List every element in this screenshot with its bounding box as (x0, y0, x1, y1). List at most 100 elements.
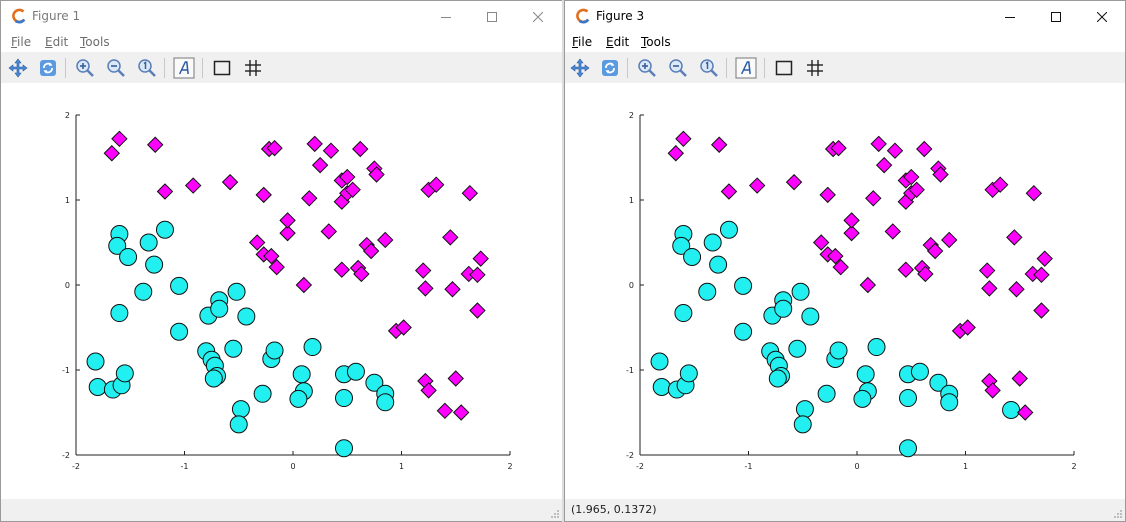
menu-tools[interactable]: Tools (641, 35, 671, 49)
zoom-out-icon (669, 59, 687, 77)
scatter-point-diamond (295, 276, 313, 294)
plot-area[interactable]: -2 -1 0 1 2 -2 -1 0 1 2 (565, 83, 1125, 499)
scatter-point-diamond (279, 224, 296, 242)
menu-tools[interactable]: Tools (80, 35, 110, 49)
title-bar[interactable]: Figure 1 (1, 1, 562, 32)
zoom-reset-button[interactable] (697, 56, 721, 80)
menu-file[interactable]: File (572, 35, 593, 49)
scatter-point-circle (672, 236, 691, 255)
zoom-in-button[interactable] (635, 56, 659, 80)
box-button[interactable] (210, 56, 234, 80)
scatter-point-circle (940, 393, 959, 412)
resize-grip-icon[interactable] (550, 509, 560, 519)
y-tick-label: -1 (62, 366, 70, 375)
figure-window-3: Figure 3 File Edit Tools (564, 0, 1126, 522)
scatter-point-diamond (859, 276, 877, 294)
scatter-point-circle (86, 352, 105, 371)
scatter-point-diamond (306, 135, 323, 153)
scatter-point-diamond (916, 140, 933, 158)
zoom-reset-icon (138, 59, 156, 77)
x-tick-label: 1 (399, 462, 404, 471)
x-tick-label: -1 (745, 462, 753, 471)
scatter-point-circle (145, 255, 164, 274)
scatter-point-circle (289, 389, 308, 408)
plot-area[interactable]: -2 -1 0 1 2 -2 -1 0 1 2 (1, 83, 562, 499)
maximize-button[interactable] (469, 1, 515, 32)
title-bar[interactable]: Figure 3 (565, 1, 1125, 32)
scatter-point-diamond (1008, 281, 1025, 298)
y-tick-label: -2 (626, 451, 634, 460)
scatter-point-circle (229, 415, 248, 434)
scatter-point-diamond (720, 183, 738, 200)
rotate-button[interactable] (36, 56, 60, 80)
grid-button[interactable] (803, 56, 827, 80)
scatter-point-circle (650, 352, 669, 371)
scatter-point-circle (134, 282, 153, 301)
scatter-plot[interactable]: -2 -1 0 1 2 -2 -1 0 1 2 (565, 83, 1125, 499)
text-button[interactable] (734, 56, 758, 80)
toolbar-separator (726, 58, 727, 78)
scatter-point-circle (1002, 400, 1021, 419)
pan-button[interactable] (568, 56, 592, 80)
figure-window-1: Figure 1 File Edit Tools (0, 0, 562, 522)
scatter-point-diamond (748, 177, 766, 194)
scatter-point-circle (155, 220, 174, 239)
cursor-coordinates: (1.965, 0.1372) (571, 503, 657, 516)
scatter-point-diamond (447, 370, 464, 387)
zoom-out-button[interactable] (666, 56, 690, 80)
grid-button[interactable] (241, 56, 265, 80)
minimize-button[interactable] (423, 1, 469, 32)
scatter-point-diamond (368, 166, 385, 183)
scatter-point-circle (709, 255, 728, 274)
scatter-point-circle (734, 276, 753, 295)
close-button[interactable] (1079, 1, 1125, 32)
scatter-point-diamond (417, 280, 434, 297)
scatter-point-diamond (1006, 229, 1023, 246)
box-button[interactable] (772, 56, 796, 80)
scatter-point-circle (679, 364, 698, 383)
scatter-plot[interactable]: -2 -1 0 1 2 -2 -1 0 1 2 (1, 83, 561, 499)
scatter-point-circle (791, 282, 810, 301)
menu-edit[interactable]: Edit (45, 35, 69, 49)
scatter-point-circle (170, 276, 189, 295)
scatter-point-circle (910, 362, 929, 381)
toolbar (1, 52, 562, 83)
menu-edit[interactable]: Edit (606, 35, 630, 49)
pan-button[interactable] (6, 56, 30, 80)
resize-grip-icon[interactable] (1113, 509, 1123, 519)
status-bar (1, 499, 562, 521)
scatter-point-diamond (843, 224, 860, 242)
scatter-point-diamond (917, 265, 934, 283)
rotate-button[interactable] (598, 56, 622, 80)
zoom-in-icon (638, 59, 656, 77)
scatter-point-circle (346, 362, 365, 381)
text-button[interactable] (172, 56, 196, 80)
maximize-button[interactable] (1033, 1, 1079, 32)
zoom-reset-button[interactable] (135, 56, 159, 80)
scatter-point-diamond (667, 145, 685, 162)
window-title: Figure 3 (596, 9, 645, 23)
rotate-icon (40, 60, 56, 76)
rotate-icon (602, 60, 618, 76)
minimize-button[interactable] (987, 1, 1033, 32)
x-tick-label: 2 (507, 462, 512, 471)
zoom-in-button[interactable] (73, 56, 97, 80)
scatter-point-diamond (221, 173, 239, 191)
scatter-point-diamond (322, 142, 340, 159)
scatter-point-diamond (362, 242, 380, 260)
x-tick-label: 0 (854, 462, 859, 471)
scatter-point-circle (334, 439, 353, 458)
scatter-point-circle (115, 364, 134, 383)
scatter-point-diamond (414, 262, 432, 279)
scatter-point-diamond (268, 258, 285, 276)
toolbar-separator (627, 58, 628, 78)
scatter-point-diamond (103, 145, 121, 162)
close-button[interactable] (515, 1, 561, 32)
zoom-out-button[interactable] (104, 56, 128, 80)
scatter-point-diamond (146, 136, 164, 153)
scatter-point-circle (856, 365, 875, 384)
toolbar (565, 52, 1125, 83)
scatter-point-circle (88, 378, 107, 396)
scatter-point-diamond (843, 212, 860, 229)
menu-file[interactable]: File (11, 35, 32, 49)
